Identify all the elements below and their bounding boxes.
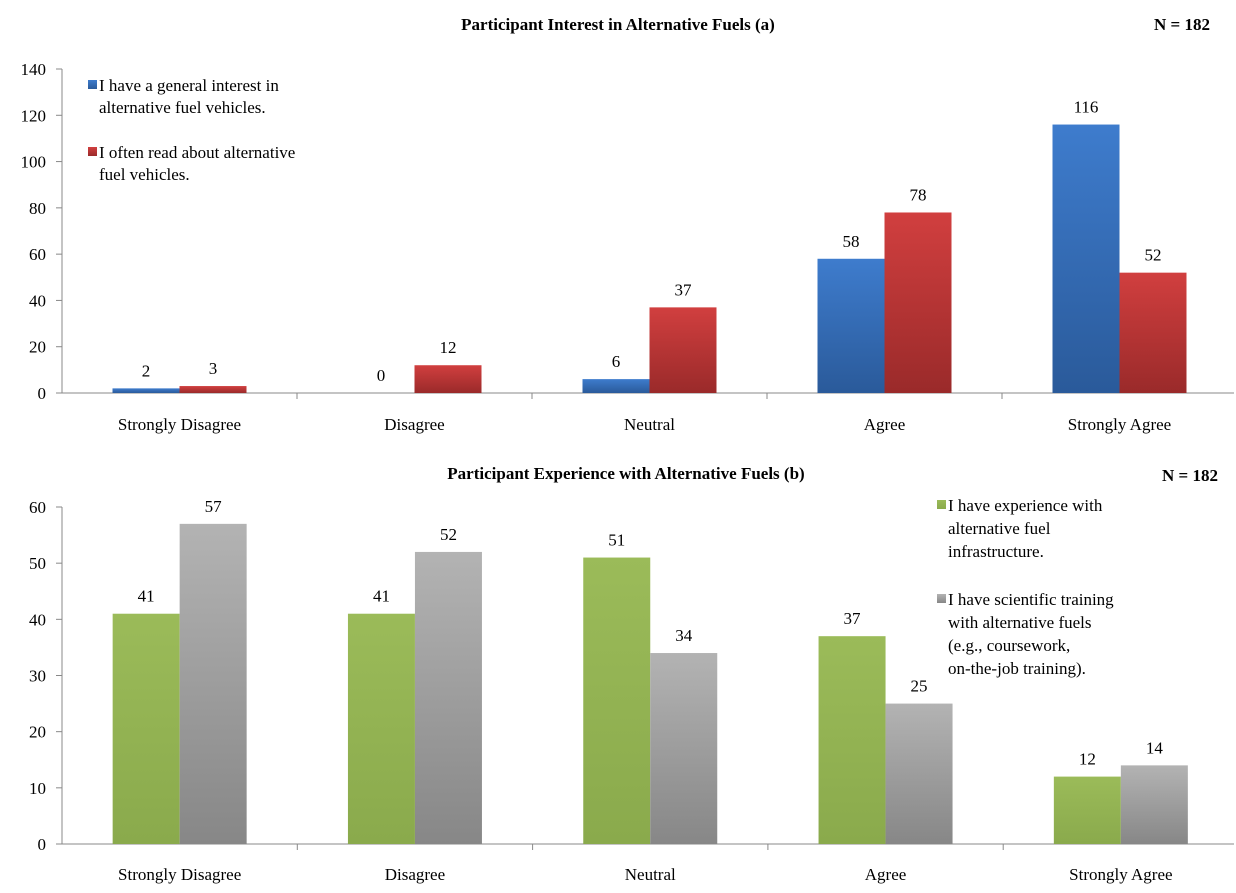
x-category-label: Disagree — [385, 865, 445, 884]
data-label: 14 — [1146, 738, 1164, 757]
bar-series-1 — [1052, 124, 1120, 394]
x-category-label: Strongly Agree — [1068, 415, 1171, 434]
bar-series-1 — [583, 557, 651, 844]
data-label: 2 — [142, 361, 151, 380]
bar-series-2 — [885, 703, 953, 844]
sample-size-note: N = 182 — [1154, 15, 1210, 34]
bar-series-1 — [112, 388, 180, 393]
data-label: 78 — [910, 185, 927, 204]
x-category-label: Agree — [865, 865, 907, 884]
y-tick-label: 120 — [21, 106, 47, 125]
x-category-label: Agree — [864, 415, 906, 434]
data-label: 12 — [440, 338, 457, 357]
chart-title: Participant Experience with Alternative … — [447, 464, 804, 483]
y-tick-label: 60 — [29, 245, 46, 264]
legend-label-line: alternative fuel vehicles. — [99, 98, 266, 117]
y-tick-label: 20 — [29, 723, 46, 742]
legend-label-line: (e.g., coursework, — [948, 636, 1070, 655]
legend-label-line: alternative fuel — [948, 519, 1051, 538]
y-tick-label: 60 — [29, 498, 46, 517]
legend-label-line: with alternative fuels — [948, 613, 1092, 632]
sample-size-note: N = 182 — [1162, 466, 1218, 485]
data-label: 51 — [608, 531, 625, 550]
legend-label-line: on-the-job training). — [948, 659, 1086, 678]
bar-series-2 — [884, 212, 952, 393]
x-category-label: Disagree — [384, 415, 444, 434]
bar-series-1 — [817, 258, 885, 393]
data-label: 3 — [209, 359, 218, 378]
bar-series-1 — [582, 379, 650, 393]
bar-series-1 — [818, 636, 886, 844]
bar-series-2 — [650, 653, 718, 844]
chart-title: Participant Interest in Alternative Fuel… — [461, 15, 775, 34]
legend-swatch — [88, 147, 97, 156]
y-tick-label: 40 — [29, 291, 46, 310]
data-label: 58 — [843, 232, 860, 251]
bar-series-2 — [179, 523, 247, 844]
legend-swatch — [88, 80, 97, 89]
y-tick-label: 140 — [21, 60, 47, 79]
bar-series-2 — [1119, 272, 1187, 393]
y-tick-label: 100 — [21, 153, 47, 172]
data-label: 52 — [440, 525, 457, 544]
y-tick-label: 10 — [29, 779, 46, 798]
data-label: 37 — [675, 280, 693, 299]
data-label: 0 — [377, 366, 386, 385]
x-category-label: Strongly Disagree — [118, 415, 241, 434]
legend-label-line: I have a general interest in — [99, 76, 279, 95]
y-tick-label: 50 — [29, 554, 46, 573]
legend-swatch — [937, 500, 946, 509]
legend-label: I have experience with alternative fuel in… — [948, 496, 1103, 561]
bar-series-2 — [179, 386, 247, 393]
x-category-label: Strongly Disagree — [118, 865, 241, 884]
legend-label: I have a general interest in alternative … — [99, 76, 279, 117]
data-label: 37 — [844, 609, 862, 628]
data-label: 41 — [138, 587, 155, 606]
x-category-label: Neutral — [625, 865, 676, 884]
data-label: 52 — [1145, 246, 1162, 265]
bar-series-2 — [414, 551, 482, 844]
bar-series-1 — [1053, 776, 1121, 844]
bar-series-2 — [649, 307, 717, 393]
data-label: 41 — [373, 587, 390, 606]
y-tick-label: 0 — [38, 835, 47, 854]
legend-label: I have scientific training with alternati… — [948, 590, 1114, 678]
data-label: 25 — [911, 677, 928, 696]
x-category-label: Neutral — [624, 415, 675, 434]
legend-swatch — [937, 594, 946, 603]
legend-label-line: fuel vehicles. — [99, 165, 190, 184]
legend-label-line: I have scientific training — [948, 590, 1114, 609]
legend-label-line: I often read about alternative — [99, 143, 295, 162]
data-label: 12 — [1079, 750, 1096, 769]
legend-label-line: infrastructure. — [948, 542, 1044, 561]
legend-label: I often read about alternative fuel vehic… — [99, 143, 295, 184]
bar-series-1 — [112, 613, 180, 844]
data-label: 34 — [675, 626, 693, 645]
data-label: 116 — [1074, 98, 1099, 117]
y-tick-label: 20 — [29, 338, 46, 357]
y-tick-label: 40 — [29, 610, 46, 629]
data-label: 57 — [205, 497, 223, 516]
legend-label-line: I have experience with — [948, 496, 1103, 515]
y-tick-label: 0 — [38, 384, 47, 403]
x-category-label: Strongly Agree — [1069, 865, 1172, 884]
data-label: 6 — [612, 352, 621, 371]
y-tick-label: 30 — [29, 667, 46, 686]
bar-series-2 — [1120, 765, 1188, 844]
y-tick-label: 80 — [29, 199, 46, 218]
bar-series-1 — [347, 613, 415, 844]
bar-series-2 — [414, 365, 482, 393]
